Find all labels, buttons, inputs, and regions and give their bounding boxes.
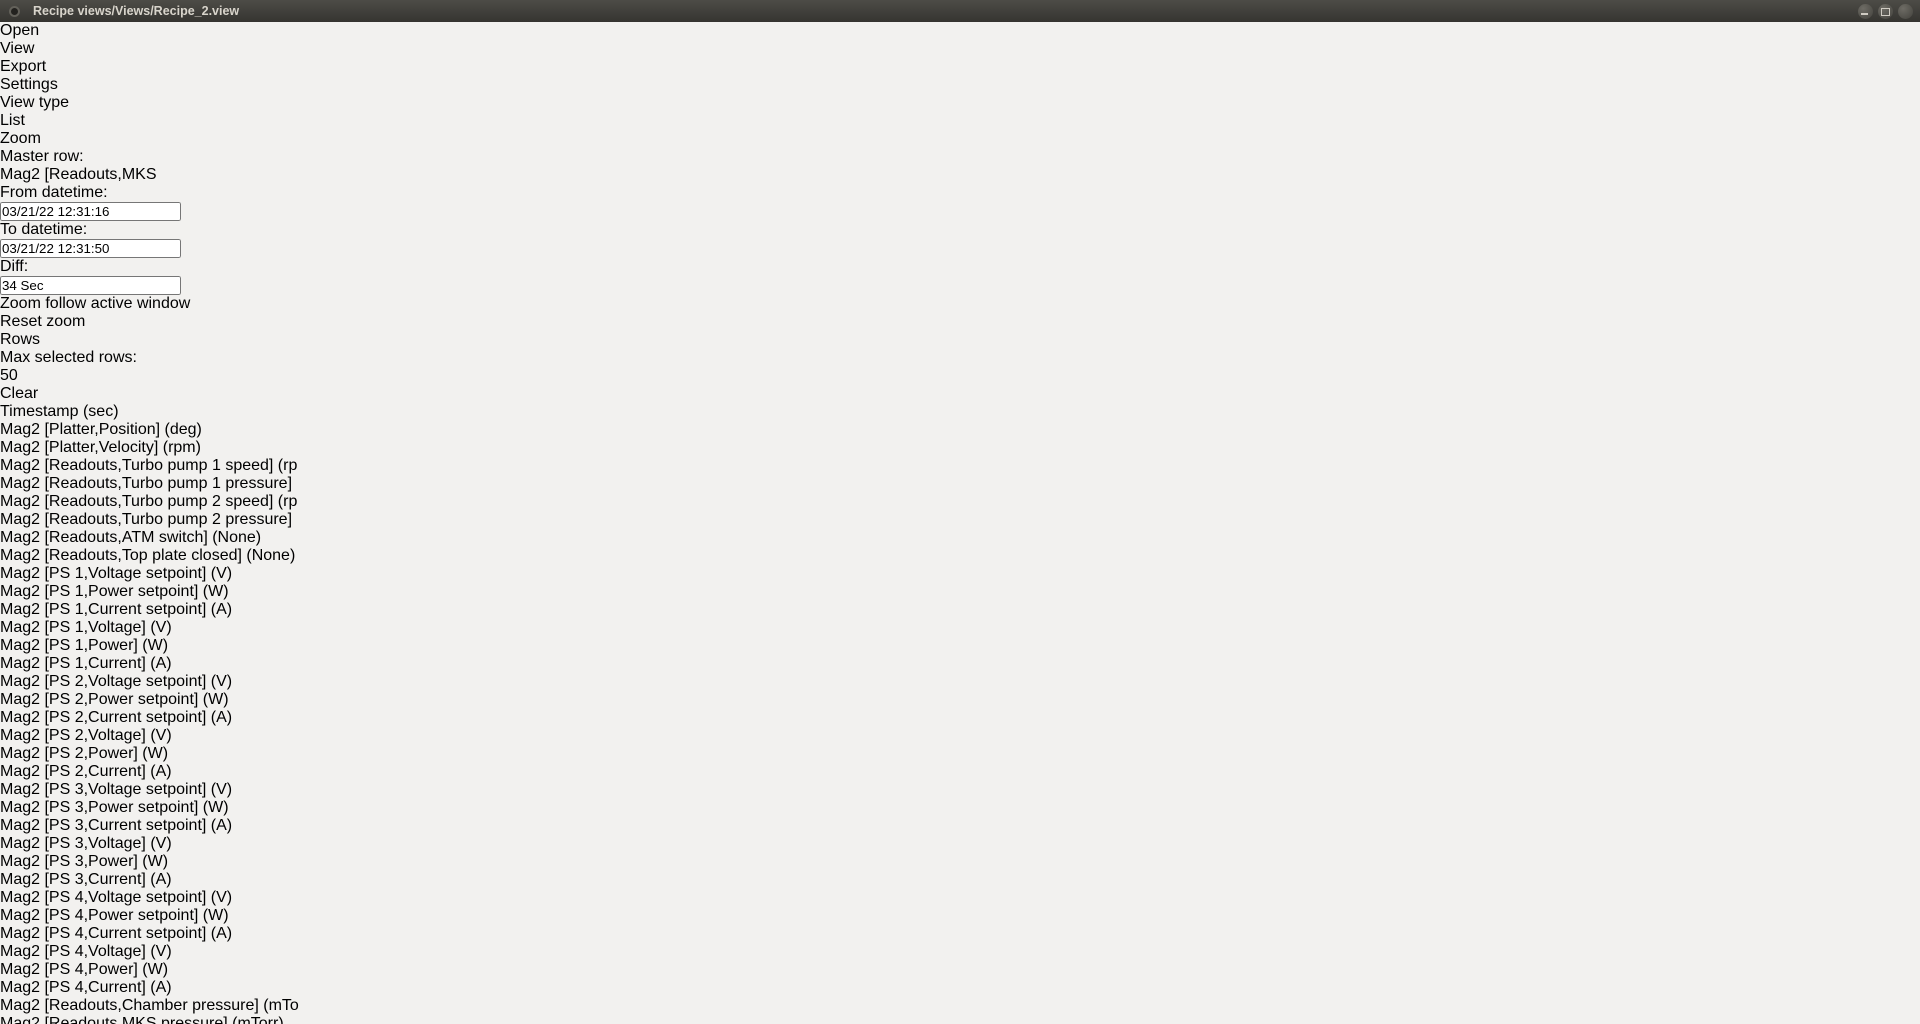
list-view-button[interactable]: List xyxy=(0,112,25,129)
minimize-button[interactable] xyxy=(1858,3,1873,19)
list-item[interactable]: Mag2 [PS 1,Power setpoint] (W) xyxy=(0,583,229,600)
view-type-group-label: View type xyxy=(0,94,70,111)
list-item[interactable]: Mag2 [PS 1,Current setpoint] (A) xyxy=(0,601,233,618)
from-datetime-label: From datetime: xyxy=(0,184,108,201)
list-item[interactable]: Mag2 [PS 4,Current] (A) xyxy=(0,979,172,996)
list-item[interactable]: Mag2 [PS 3,Power] (W) xyxy=(0,853,169,870)
list-item[interactable]: Mag2 [Readouts,Turbo pump 2 speed] (rp xyxy=(0,493,298,510)
list-item[interactable]: Mag2 [PS 1,Voltage setpoint] (V) xyxy=(0,565,233,582)
window-title: Recipe views/Views/Recipe_2.view xyxy=(33,4,240,18)
list-item[interactable]: Mag2 [PS 4,Power] (W) xyxy=(0,961,169,978)
list-item[interactable]: Mag2 [PS 2,Voltage] (V) xyxy=(0,727,172,744)
list-item[interactable]: Mag2 [PS 4,Power setpoint] (W) xyxy=(0,907,229,924)
tab-settings[interactable]: Settings xyxy=(0,76,58,93)
rows-listbox: Timestamp (sec) Mag2 [Platter,Position] (… xyxy=(0,403,1920,1024)
side-panel: View type List Zoom Master row: Mag2 xyxy=(0,94,1920,1024)
list-item[interactable]: Mag2 [PS 3,Voltage] (V) xyxy=(0,835,172,852)
list-item[interactable]: Mag2 [Readouts,Turbo pump 1 speed] (rp xyxy=(0,457,298,474)
master-row-label: Master row: xyxy=(0,148,84,165)
from-datetime-input[interactable] xyxy=(0,202,181,221)
tab-export[interactable]: Export xyxy=(0,58,47,75)
rows-list: Timestamp (sec) Mag2 [Platter,Position] (… xyxy=(0,403,1920,1024)
master-row-combo[interactable]: Mag2 [Readouts,MKS xyxy=(0,166,157,183)
list-item[interactable]: Mag2 [PS 1,Current] (A) xyxy=(0,655,172,672)
list-item[interactable]: Mag2 [PS 4,Current setpoint] (A) xyxy=(0,925,233,942)
max-selected-rows-label: Max selected rows: xyxy=(0,349,137,366)
list-item[interactable]: Mag2 [PS 4,Voltage setpoint] (V) xyxy=(0,889,233,906)
titlebar: Recipe views/Views/Recipe_2.view xyxy=(0,0,1920,22)
menubar: Open xyxy=(0,22,1920,40)
list-item[interactable]: Mag2 [Readouts,MKS pressure] (mTorr) xyxy=(0,1015,284,1024)
to-datetime-input[interactable] xyxy=(0,239,181,258)
list-item[interactable]: Mag2 [PS 3,Current] (A) xyxy=(0,871,172,888)
menu-item-open[interactable]: Open xyxy=(0,22,40,39)
list-item[interactable]: Mag2 [PS 2,Power setpoint] (W) xyxy=(0,691,229,708)
zoom-follow-label: Zoom follow active window xyxy=(0,295,191,312)
list-item[interactable]: Timestamp (sec) xyxy=(0,403,119,420)
list-item[interactable]: Mag2 [PS 3,Power setpoint] (W) xyxy=(0,799,229,816)
to-datetime-label: To datetime: xyxy=(0,221,88,238)
rows-group-label: Rows xyxy=(0,331,41,348)
list-item[interactable]: Mag2 [Readouts,Chamber pressure] (mTo xyxy=(0,997,299,1014)
maximize-button[interactable] xyxy=(1878,3,1893,19)
zoom-view-button[interactable]: Zoom xyxy=(0,130,41,147)
view-type-group: View type List Zoom Master row: Mag2 xyxy=(0,94,1920,331)
list-item[interactable]: Mag2 [PS 2,Power] (W) xyxy=(0,745,169,762)
max-rows-value[interactable]: 50 xyxy=(0,367,18,384)
list-item[interactable]: Mag2 [PS 3,Current setpoint] (A) xyxy=(0,817,233,834)
list-item[interactable]: Mag2 [PS 2,Current setpoint] (A) xyxy=(0,709,233,726)
list-item[interactable]: Mag2 [PS 2,Current] (A) xyxy=(0,763,172,780)
clear-button[interactable]: Clear xyxy=(0,385,39,402)
list-item[interactable]: Mag2 [Platter,Velocity] (rpm) xyxy=(0,439,201,456)
list-item[interactable]: Mag2 [Readouts,Top plate closed] (None) xyxy=(0,547,296,564)
window-icon xyxy=(9,5,20,17)
reset-zoom-button[interactable]: Reset zoom xyxy=(0,313,86,330)
diff-input[interactable] xyxy=(0,276,181,295)
list-item[interactable]: Mag2 [PS 1,Voltage] (V) xyxy=(0,619,172,636)
side-tabstrip: View Export Settings xyxy=(0,40,1920,94)
list-item[interactable]: Mag2 [Readouts,Turbo pump 1 pressure] xyxy=(0,475,293,492)
list-item[interactable]: Mag2 [PS 3,Voltage setpoint] (V) xyxy=(0,781,233,798)
tab-view[interactable]: View xyxy=(0,40,35,57)
list-item[interactable]: Mag2 [Readouts,Turbo pump 2 pressure] xyxy=(0,511,293,528)
diff-label: Diff: xyxy=(0,258,29,275)
max-rows-spinbox[interactable]: 50 xyxy=(0,367,1920,385)
list-item[interactable]: Mag2 [PS 4,Voltage] (V) xyxy=(0,943,172,960)
list-item[interactable]: Mag2 [PS 2,Voltage setpoint] (V) xyxy=(0,673,233,690)
list-item[interactable]: Mag2 [Readouts,ATM switch] (None) xyxy=(0,529,262,546)
rows-group: Rows Max selected rows: 50 Clear Timesta… xyxy=(0,331,1920,1024)
list-item[interactable]: Mag2 [Platter,Position] (deg) xyxy=(0,421,202,438)
close-button[interactable] xyxy=(1898,3,1913,19)
list-item[interactable]: Mag2 [PS 1,Power] (W) xyxy=(0,637,169,654)
